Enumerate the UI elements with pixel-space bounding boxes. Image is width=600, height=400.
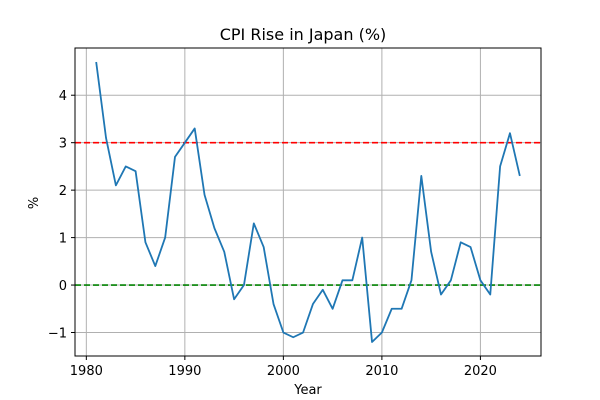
grid <box>75 48 541 356</box>
series <box>95 61 521 343</box>
series-line <box>95 61 521 343</box>
reference-lines <box>75 141 541 286</box>
y-tick-label: −1 <box>48 327 67 342</box>
chart-title: CPI Rise in Japan (%) <box>220 25 387 44</box>
x-tick-label: 1980 <box>70 364 103 379</box>
y-tick-label: 0 <box>59 279 67 294</box>
x-axis-label: Year <box>293 383 322 398</box>
y-axis-ticks: −1 0 1 2 3 4 <box>48 89 75 342</box>
x-tick-label: 2020 <box>464 364 497 379</box>
y-tick-label: 1 <box>59 232 67 247</box>
y-tick-label: 2 <box>59 184 67 199</box>
y-axis-label: % <box>27 197 42 209</box>
y-tick-label: 3 <box>59 137 67 152</box>
y-tick-label: 4 <box>59 89 67 104</box>
x-tick-label: 2010 <box>365 364 398 379</box>
x-tick-label: 1990 <box>168 364 201 379</box>
plot-frame <box>74 47 542 357</box>
x-axis-ticks: 1980 1990 2000 2010 2020 <box>70 356 497 379</box>
x-tick-label: 2000 <box>267 364 300 379</box>
